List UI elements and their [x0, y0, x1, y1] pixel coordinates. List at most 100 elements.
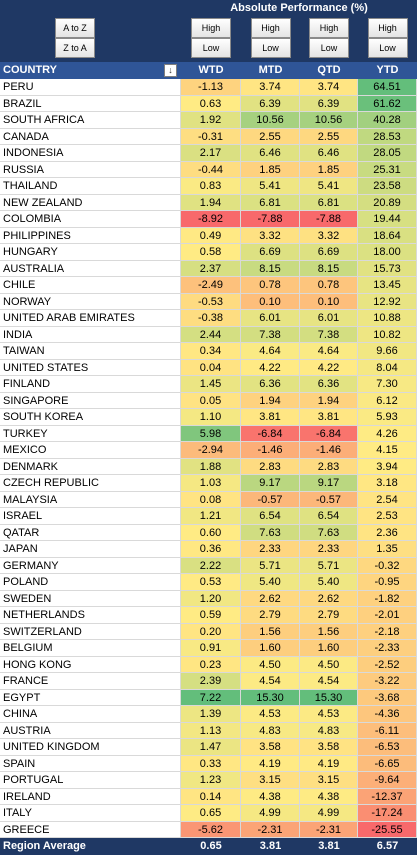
value-cell: 3.94: [358, 458, 417, 475]
value-cell: 7.22: [181, 689, 241, 706]
value-cell: 1.45: [181, 376, 241, 393]
high-filter-button[interactable]: High: [309, 18, 349, 38]
value-cell: 40.28: [358, 112, 417, 129]
value-cell: 0.04: [181, 359, 241, 376]
value-cell: 2.62: [241, 590, 300, 607]
country-cell: NEW ZEALAND: [0, 194, 181, 211]
value-cell: 64.51: [358, 79, 417, 96]
value-cell: -6.84: [241, 425, 300, 442]
footer-cell: 0.65: [200, 840, 222, 852]
country-cell: TURKEY: [0, 425, 181, 442]
value-cell: 10.56: [241, 112, 300, 129]
value-cell: 1.13: [181, 722, 241, 739]
high-filter-button[interactable]: High: [367, 18, 408, 38]
value-cell: 5.41: [241, 178, 300, 195]
country-cell: BELGIUM: [0, 640, 181, 657]
country-cell: SPAIN: [0, 755, 181, 772]
value-cell: -8.92: [181, 211, 241, 228]
value-cell: -0.31: [181, 128, 241, 145]
country-cell: GERMANY: [0, 557, 181, 574]
header-title: Absolute Performance (%): [230, 2, 368, 14]
value-cell: 3.74: [241, 79, 300, 96]
value-cell: 3.32: [300, 227, 358, 244]
value-cell: 19.44: [358, 211, 417, 228]
value-cell: 6.36: [241, 376, 300, 393]
value-cell: 0.36: [181, 541, 241, 558]
value-cell: -2.33: [358, 640, 417, 657]
country-cell: CHILE: [0, 277, 181, 294]
value-cell: 5.40: [241, 574, 300, 591]
country-cell: PERU: [0, 79, 181, 96]
value-cell: -0.53: [181, 293, 241, 310]
value-cell: 7.38: [300, 326, 358, 343]
value-cell: 2.83: [241, 458, 300, 475]
value-cell: -0.32: [358, 557, 417, 574]
value-cell: 0.10: [241, 293, 300, 310]
sort-ascending-button[interactable]: A to Z: [55, 18, 95, 38]
value-cell: 1.56: [300, 623, 358, 640]
country-cell: JAPAN: [0, 541, 181, 558]
country-cell: NETHERLANDS: [0, 607, 181, 624]
country-cell: THAILAND: [0, 178, 181, 195]
value-cell: 0.65: [181, 805, 241, 822]
value-cell: 3.74: [300, 79, 358, 96]
value-cell: 1.92: [181, 112, 241, 129]
value-cell: 1.88: [181, 458, 241, 475]
value-cell: 1.60: [300, 640, 358, 657]
value-cell: 1.20: [181, 590, 241, 607]
low-filter-button[interactable]: Low: [191, 38, 231, 58]
country-cell: QATAR: [0, 524, 181, 541]
value-cell: 4.99: [300, 805, 358, 822]
value-cell: -5.62: [181, 821, 241, 838]
value-cell: 4.22: [241, 359, 300, 376]
country-cell: SWITZERLAND: [0, 623, 181, 640]
value-cell: 4.53: [241, 706, 300, 723]
country-cell: CHINA: [0, 706, 181, 723]
column-header: WTD: [198, 64, 224, 76]
value-cell: 6.01: [300, 310, 358, 327]
value-cell: 1.23: [181, 772, 241, 789]
value-cell: -0.57: [300, 491, 358, 508]
value-cell: 4.64: [241, 343, 300, 360]
value-cell: 7.63: [300, 524, 358, 541]
country-cell: HUNGARY: [0, 244, 181, 261]
value-cell: 0.58: [181, 244, 241, 261]
country-cell: GREECE: [0, 821, 181, 838]
low-filter-button[interactable]: Low: [250, 38, 291, 58]
value-cell: -2.01: [358, 607, 417, 624]
value-cell: 2.44: [181, 326, 241, 343]
value-cell: 7.63: [241, 524, 300, 541]
value-cell: -2.52: [358, 656, 417, 673]
low-filter-button[interactable]: Low: [367, 38, 408, 58]
value-cell: 28.53: [358, 128, 417, 145]
value-cell: 15.73: [358, 260, 417, 277]
country-cell: FRANCE: [0, 673, 181, 690]
value-cell: 0.33: [181, 755, 241, 772]
column-header: MTD: [258, 64, 283, 76]
value-cell: 6.69: [241, 244, 300, 261]
sort-descending-button[interactable]: Z to A: [55, 38, 95, 58]
value-cell: 5.98: [181, 425, 241, 442]
sort-filter-icon[interactable]: ↓: [164, 64, 177, 77]
value-cell: 2.55: [241, 128, 300, 145]
value-cell: 4.50: [241, 656, 300, 673]
value-cell: 4.19: [300, 755, 358, 772]
value-cell: 0.08: [181, 491, 241, 508]
country-cell: UNITED STATES: [0, 359, 181, 376]
value-cell: -0.44: [181, 161, 241, 178]
value-cell: 2.53: [358, 508, 417, 525]
value-cell: 0.91: [181, 640, 241, 657]
high-filter-button[interactable]: High: [191, 18, 231, 38]
country-cell: CANADA: [0, 128, 181, 145]
low-filter-button[interactable]: Low: [309, 38, 349, 58]
footer-cell: 6.57: [376, 840, 399, 852]
value-cell: -2.49: [181, 277, 241, 294]
country-cell: ITALY: [0, 805, 181, 822]
value-cell: 0.34: [181, 343, 241, 360]
value-cell: 9.66: [358, 343, 417, 360]
value-cell: 6.69: [300, 244, 358, 261]
value-cell: 9.17: [241, 475, 300, 492]
high-filter-button[interactable]: High: [250, 18, 291, 38]
value-cell: 0.78: [300, 277, 358, 294]
